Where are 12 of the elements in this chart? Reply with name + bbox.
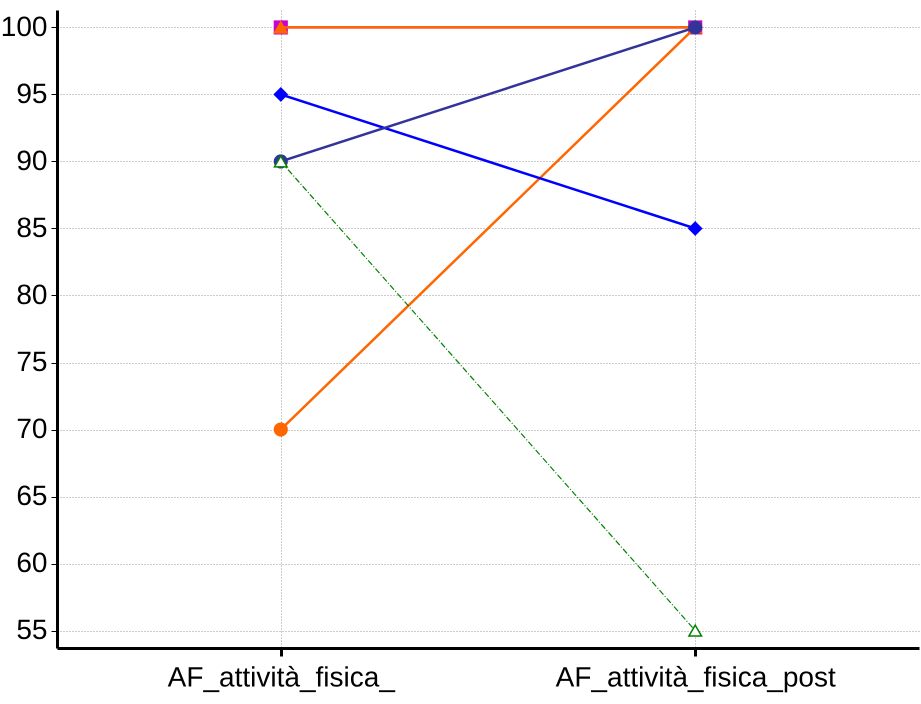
y-tick-label: 70 [16, 413, 48, 444]
x-tick-label: AF_attività_fisica_ [168, 662, 396, 692]
x-tick-label: AF_attività_fisica_post [556, 662, 836, 692]
y-tick-label: 55 [16, 614, 48, 646]
y-tick-label: 85 [16, 212, 48, 243]
y-tick-label: 100 [0, 10, 48, 42]
y-tick-label: 80 [16, 278, 48, 310]
y-tick-label: 60 [16, 547, 48, 578]
y-tick-label: 90 [16, 144, 48, 176]
y-tick-label: 65 [16, 480, 48, 512]
y-tick-label: 75 [16, 346, 48, 378]
y-tick-label: 95 [16, 78, 48, 109]
